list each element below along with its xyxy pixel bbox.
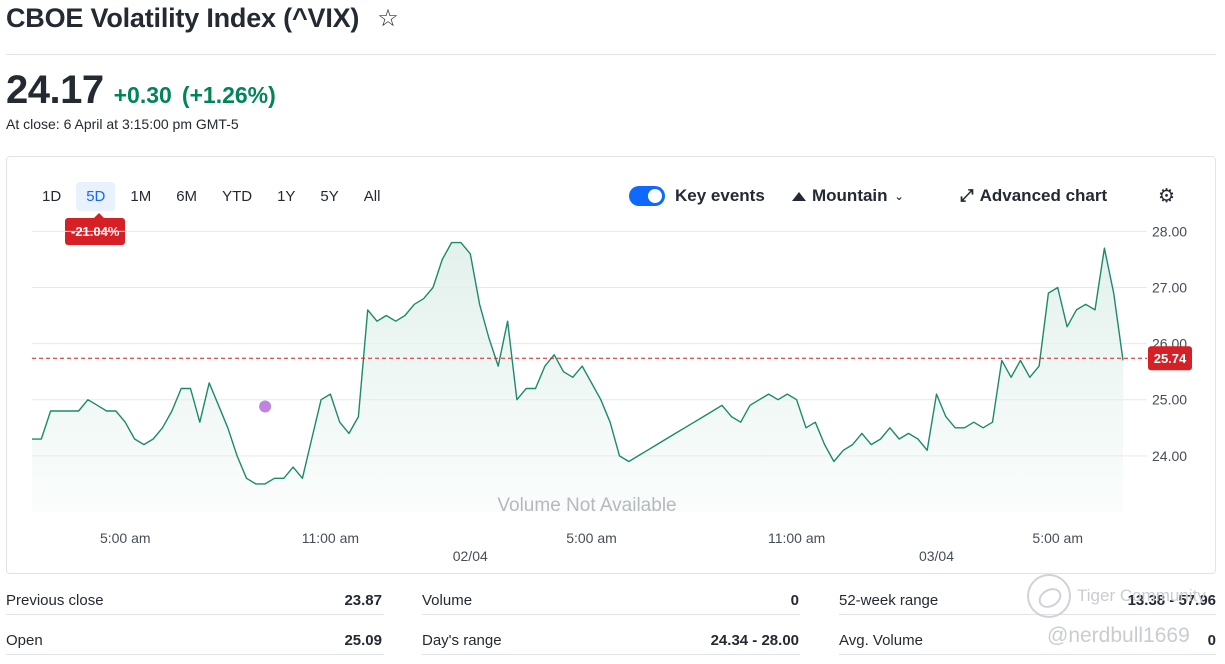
x-tick-label: 11:00 am [768,530,825,546]
stat-divider [6,614,384,615]
key-event-marker [259,400,272,413]
stat-value-52-week-range: 13.38 - 57.96 [1127,592,1216,609]
y-tick-label: 28.00 [1152,223,1187,239]
page-title: CBOE Volatility Index (^VIX) [6,3,360,33]
header-divider [6,54,1216,55]
reference-badge [1148,346,1192,371]
stat-divider [422,614,800,615]
key-events-toggle[interactable]: Key events [629,186,765,206]
x-date-label: 02/04 [453,548,488,564]
stat-divider [6,654,384,655]
area-fill [32,242,1123,512]
stat-value-days-range: 24.34 - 28.00 [710,632,799,649]
range-1d[interactable]: 1D [42,188,62,205]
x-date-label: 03/04 [919,548,954,564]
title-row: CBOE Volatility Index (^VIX) ☆ [6,3,399,34]
stat-divider [839,654,1216,655]
quote-row: 24.17 +0.30 (+1.26%) [6,68,276,113]
x-tick-label: 5:00 am [566,530,617,546]
range-1y[interactable]: 1Y [277,188,296,205]
reference-label: 25.74 [1154,351,1187,366]
stat-value-avg-volume: 0 [1207,632,1216,649]
x-tick-label: 5:00 am [100,530,151,546]
price: 24.17 [6,68,104,112]
range-all[interactable]: All [363,188,381,205]
stat-label-volume: Volume [422,592,473,609]
advanced-chart-label: Advanced chart [979,186,1108,205]
stat-label-previous-close: Previous close [6,592,104,609]
chart-type-label: Mountain [812,186,888,205]
star-outline-icon[interactable]: ☆ [377,5,399,32]
close-note: At close: 6 April at 3:15:00 pm GMT-5 [6,116,239,132]
stat-label-52-week-range: 52-week range [839,592,939,609]
price-change-percent: (+1.26%) [181,82,276,108]
stat-label-days-range: Day's range [422,632,502,649]
range-ytd[interactable]: YTD [222,188,253,205]
watermark-brand: Tiger Community [1077,586,1206,605]
gear-icon[interactable]: ⚙ [1158,186,1176,207]
expand-arrows-icon: ⤢ [960,186,974,205]
stat-divider [422,654,800,655]
advanced-chart-button[interactable]: ⤢ Advanced chart [960,186,1107,206]
series-line [31,241,1124,485]
range-tabs: 1D 5D 1M 6M YTD 1Y 5Y All [32,182,395,211]
toggle-switch-icon[interactable] [629,186,665,206]
range-6m[interactable]: 6M [176,188,198,205]
stat-value-volume: 0 [790,592,799,609]
stats-table: Previous close 23.87 Open 25.09 Volume 0… [6,588,1216,664]
stat-divider [839,614,1216,615]
x-tick-label: 5:00 am [1032,530,1083,546]
stat-value-previous-close: 23.87 [344,592,382,609]
key-events-label: Key events [675,186,765,205]
x-tick-label: 11:00 am [302,530,359,546]
range-5y[interactable]: 5Y [320,188,339,205]
watermark-handle: @nerdbull1669 [1047,624,1190,647]
no-volume-label: Volume Not Available [497,495,676,516]
chevron-down-icon: ⌄ [894,190,904,203]
tiger-logo-icon [1027,574,1071,618]
y-tick-label: 24.00 [1152,448,1187,464]
chart-type-dropdown[interactable]: Mountain ⌄ [792,186,904,206]
range-5d[interactable]: 5D [76,182,116,211]
chart-card: 1D 5D 1M 6M YTD 1Y 5Y All -21.04% Key ev… [6,156,1216,574]
price-change: +0.30 [113,82,172,108]
mountain-icon [792,191,806,201]
stat-value-open: 25.09 [344,632,382,649]
y-tick-label: 27.00 [1152,279,1187,295]
stat-label-open: Open [6,632,43,649]
range-1m[interactable]: 1M [130,188,152,205]
y-tick-label: 25.00 [1152,392,1187,408]
stat-label-avg-volume: Avg. Volume [839,632,923,649]
